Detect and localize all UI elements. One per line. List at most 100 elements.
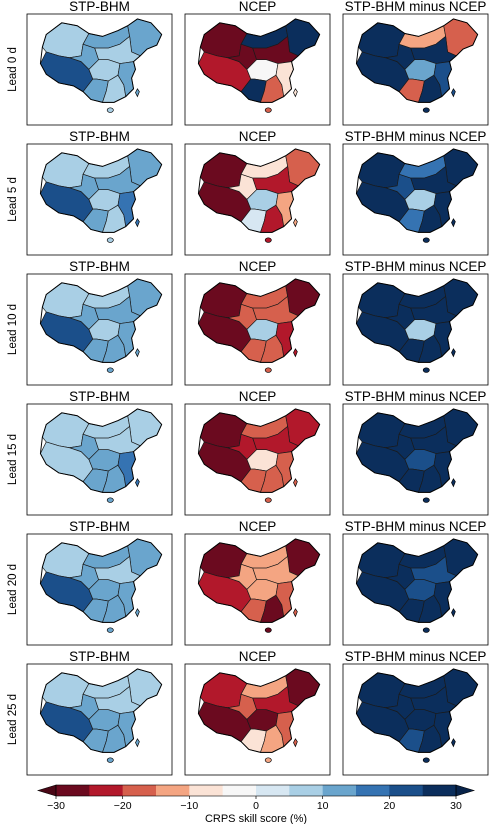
- china-map: [39, 408, 163, 503]
- colorbar-swatch: [189, 785, 223, 796]
- region-hainan: [422, 107, 430, 113]
- colorbar-tick-label: 10: [317, 800, 329, 812]
- colorbar-swatch: [122, 785, 157, 796]
- panel-grid: [26, 13, 489, 776]
- panel-title: STP-BHM minus NCEP: [345, 129, 487, 144]
- map-panel: [342, 273, 489, 386]
- colorbar-extend-low: [36, 784, 57, 797]
- region-hainan: [106, 497, 114, 503]
- panel-title: NCEP: [239, 519, 277, 534]
- panel-title: NCEP: [239, 129, 277, 144]
- colorbar-tick-label: 20: [383, 800, 395, 812]
- region-taiwan: [293, 738, 298, 748]
- panel-title: NCEP: [239, 259, 277, 274]
- china-map: [39, 148, 163, 243]
- region-hainan: [264, 237, 272, 243]
- region-taiwan: [451, 478, 456, 488]
- row-label: Lead 0 d: [7, 47, 19, 92]
- map-panel: [26, 273, 173, 386]
- row-label: Lead 25 d: [7, 694, 19, 745]
- colorbar-tick-label: 0: [253, 800, 259, 812]
- panel-title: NCEP: [239, 389, 277, 404]
- colorbar-tick-label: −10: [180, 800, 198, 812]
- region-hainan: [106, 757, 114, 763]
- colorbar-swatch: [422, 785, 457, 796]
- region-taiwan: [451, 348, 456, 358]
- colorbar: −30 −20 −10 0 10 20 30 CRPS skill score (%): [36, 784, 476, 824]
- map-panel: [342, 13, 489, 126]
- colorbar-swatch: [156, 785, 190, 796]
- colorbar-swatch: [389, 785, 423, 796]
- map-panel: [184, 143, 331, 256]
- panel-title: STP-BHM minus NCEP: [345, 519, 487, 534]
- colorbar-swatch: [289, 785, 323, 796]
- china-map: [355, 278, 479, 373]
- panel-title: STP-BHM minus NCEP: [345, 389, 487, 404]
- china-map: [197, 18, 321, 113]
- region-hainan: [422, 497, 430, 503]
- region-taiwan: [451, 218, 456, 228]
- row-label: Lead 10 d: [7, 304, 19, 355]
- china-map: [39, 278, 163, 373]
- map-panel: [26, 403, 173, 516]
- china-map: [39, 18, 163, 113]
- panel-title: STP-BHM: [69, 519, 130, 534]
- china-map: [197, 408, 321, 503]
- region-hainan: [264, 627, 272, 633]
- colorbar-tick-label: −30: [47, 800, 65, 812]
- region-hainan: [422, 627, 430, 633]
- map-panel: [26, 143, 173, 256]
- region-taiwan: [135, 348, 140, 358]
- region-hainan: [106, 237, 114, 243]
- region-taiwan: [293, 218, 298, 228]
- region-taiwan: [135, 738, 140, 748]
- colorbar-swatch: [256, 785, 290, 796]
- map-panel: [184, 273, 331, 386]
- panel-title: STP-BHM: [69, 389, 130, 404]
- china-map: [197, 148, 321, 243]
- map-panel: [342, 663, 489, 776]
- china-map: [355, 668, 479, 763]
- row-label: Lead 5 d: [7, 177, 19, 222]
- colorbar-extend-high: [455, 784, 476, 797]
- region-hainan: [264, 107, 272, 113]
- china-map: [39, 668, 163, 763]
- map-panel: [184, 533, 331, 646]
- china-map: [197, 668, 321, 763]
- map-panel: [342, 533, 489, 646]
- panel-title: STP-BHM minus NCEP: [345, 0, 487, 14]
- region-taiwan: [135, 478, 140, 488]
- china-map: [355, 538, 479, 633]
- region-taiwan: [293, 478, 298, 488]
- map-panel: [26, 533, 173, 646]
- colorbar-swatch: [356, 785, 390, 796]
- panel-title: NCEP: [239, 0, 277, 14]
- region-taiwan: [293, 608, 298, 618]
- map-panel: [26, 663, 173, 776]
- region-hainan: [264, 497, 272, 503]
- panel-title: STP-BHM: [69, 129, 130, 144]
- row-label: Lead 15 d: [7, 434, 19, 485]
- map-panel: [184, 663, 331, 776]
- colorbar-tick-label: 30: [450, 800, 462, 812]
- region-hainan: [106, 627, 114, 633]
- colorbar-label: CRPS skill score (%): [205, 813, 307, 824]
- region-hainan: [106, 367, 114, 373]
- region-hainan: [106, 107, 114, 113]
- panel-title: STP-BHM: [69, 649, 130, 664]
- panel-title: STP-BHM: [69, 259, 130, 274]
- column-titles: STP-BHM NCEP STP-BHM minus NCEP STP-BHM NCEP…: [69, 0, 486, 664]
- colorbar-swatch: [322, 785, 357, 796]
- colorbar-tick-label: −20: [114, 800, 132, 812]
- colorbar-swatch: [56, 785, 90, 796]
- panel-title: STP-BHM: [69, 0, 130, 14]
- china-map: [197, 538, 321, 633]
- colorbar-swatch: [89, 785, 123, 796]
- map-panel: [342, 403, 489, 516]
- colorbar-swatch: [222, 785, 257, 796]
- panel-title: NCEP: [239, 649, 277, 664]
- panel-title: STP-BHM minus NCEP: [345, 259, 487, 274]
- region-hainan: [422, 367, 430, 373]
- row-labels: Lead 0 d Lead 5 d Lead 10 d Lead 15 d Lead 2…: [7, 47, 19, 745]
